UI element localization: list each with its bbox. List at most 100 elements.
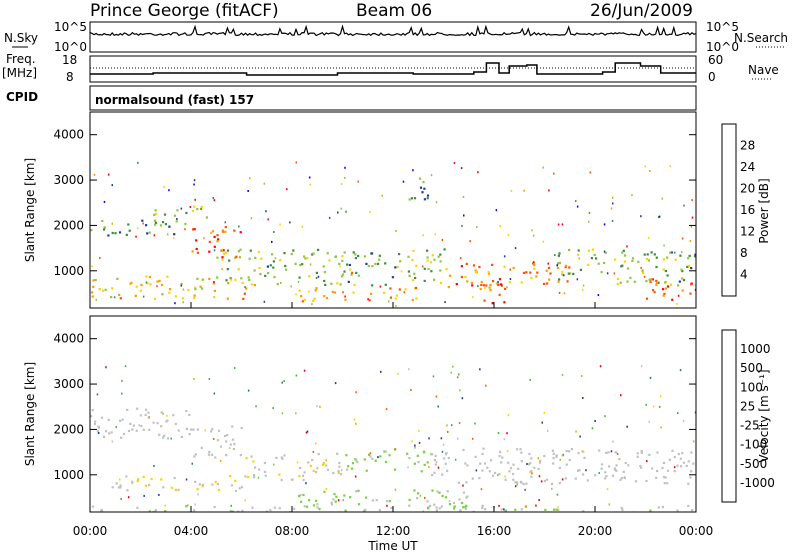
data-cell [253,474,256,477]
data-cell [474,422,476,425]
data-cell [221,258,224,261]
data-cell [600,271,603,274]
data-cell [97,426,100,429]
data-cell [673,470,676,473]
data-cell [456,376,459,379]
nsearch-label: N.Search [734,31,788,45]
data-cell [368,299,371,302]
data-cell [201,483,205,486]
data-cell [173,214,177,217]
data-cell [477,285,479,288]
data-cell [435,461,438,464]
data-cell [304,257,307,260]
data-cell [121,392,123,395]
data-cell [439,269,442,272]
data-cell [175,489,177,492]
data-cell [150,477,153,481]
data-cell [221,229,224,232]
data-cell [430,174,433,177]
data-cell [234,278,237,281]
data-cell [216,439,219,442]
data-cell [239,248,242,251]
data-cell [145,408,148,411]
data-cell [357,254,360,258]
data-cell [575,200,577,202]
data-cell [643,253,646,256]
data-cell [454,458,457,461]
station-title: Prince George (fitACF) [90,1,279,21]
data-cell [418,441,421,444]
data-cell [188,433,191,436]
data-cell [640,215,642,218]
data-cell [265,210,267,213]
data-cell [243,292,246,295]
colorbar-tick-label: 500 [740,361,763,375]
data-cell [386,504,388,507]
data-cell [192,428,195,431]
data-cell [231,438,235,441]
data-cell [182,301,184,304]
data-cell [544,508,547,511]
data-cell [272,260,275,263]
data-cell [626,267,630,270]
y-tick-label: 3000 [53,173,84,187]
data-cell [101,219,104,223]
data-cell [300,295,303,298]
data-cell [136,480,139,483]
data-cell [347,280,350,283]
data-cell [690,470,693,473]
data-cell [184,228,186,231]
data-cell [120,498,122,500]
data-cell [428,437,430,440]
data-cell [322,265,325,268]
velocity-frame [89,315,697,513]
data-cell [355,490,358,493]
data-cell [655,476,658,479]
data-cell [240,277,243,280]
data-cell [507,461,510,464]
data-cell [674,258,677,261]
data-cell [357,180,359,183]
data-cell [648,278,651,281]
data-cell [640,266,642,269]
data-cell [384,283,387,286]
data-cell [217,429,221,432]
data-cell [604,251,607,254]
data-cell [512,266,515,270]
data-cell [281,412,284,415]
data-cell [92,285,95,288]
data-cell [162,412,164,415]
data-cell [340,207,342,210]
data-cell [453,161,456,164]
data-cell [509,278,512,280]
data-cell [650,278,653,281]
data-cell [585,469,587,472]
data-cell [357,274,360,277]
data-cell [168,291,171,294]
data-cell [226,297,229,300]
data-cell [555,455,558,458]
data-cell [347,465,350,468]
data-cell [148,484,151,487]
data-cell [555,454,558,457]
data-cell [145,224,148,227]
data-cell [103,228,106,231]
data-cell [408,504,411,507]
data-cell [272,407,274,410]
data-cell [107,173,110,176]
data-cell [390,506,393,510]
data-cell [582,284,585,287]
data-cell [251,506,254,509]
data-cell [391,276,394,279]
data-cell [216,256,219,259]
data-cell [426,249,429,252]
data-cell [688,264,691,267]
data-cell [290,478,293,481]
data-cell [533,267,536,270]
data-cell [551,487,553,490]
data-cell [311,458,314,462]
data-cell [193,294,196,297]
data-cell [255,405,257,408]
data-cell [531,472,533,475]
data-cell [439,253,442,256]
